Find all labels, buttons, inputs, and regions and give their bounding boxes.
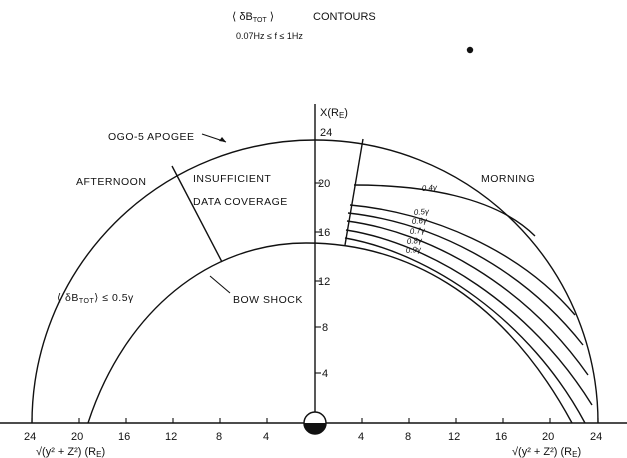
contour-label: 0.4γ [422, 183, 439, 193]
x-tick-label-right: 12 [448, 431, 460, 443]
x-tick-label-right: 24 [590, 431, 602, 443]
contour-label: 0.6γ [412, 216, 429, 226]
earth-symbol [303, 411, 327, 435]
y-tick-label: 8 [322, 322, 328, 334]
insufficient-coverage-label-line2: DATA COVERAGE [193, 196, 288, 208]
morning-coverage-boundary [344, 138, 364, 246]
header-delta-b-label: ⟨ δBTOT ⟩ [232, 11, 274, 24]
x-tick-label-left: 20 [71, 431, 83, 443]
contour-line-0.4 [353, 184, 536, 237]
x-tick-label-right: 4 [358, 431, 364, 443]
x-tick-label-right: 8 [405, 431, 411, 443]
apogee-pointer-head [219, 137, 226, 142]
x-tick-label-right: 20 [542, 431, 554, 443]
contour-line-0.6 [347, 212, 584, 346]
x-tick-label-left: 12 [165, 431, 177, 443]
y-axis-title: X(RE) [320, 107, 348, 120]
y-tick-label: 24 [320, 127, 332, 139]
bow-shock-label: BOW SHOCK [233, 294, 303, 306]
stray-dot-mark [466, 46, 474, 54]
morning-label: MORNING [481, 173, 535, 185]
y-tick-label: 20 [318, 178, 330, 190]
x-tick-label-left: 8 [216, 431, 222, 443]
bow-shock-pointer [209, 275, 231, 294]
insufficient-coverage-label: INSUFFICIENT [193, 173, 271, 185]
bow-shock-arc [87, 242, 573, 424]
y-tick-label: 12 [318, 276, 330, 288]
figure-header: ⟨ δBTOT ⟩ CONTOURS 0.07Hz ≤ f ≤ 1Hz [232, 11, 376, 41]
x-tick-label-left: 16 [118, 431, 130, 443]
x-axis-title-right: √(y² + Z²) (RE) [512, 446, 581, 458]
y-axis-ticks: 4 8 12 16 20 24 [315, 127, 332, 380]
contour-line-0.9 [344, 237, 586, 424]
apogee-label: OGO-5 APOGEE [108, 131, 195, 143]
header-contours-title: CONTOURS [313, 11, 376, 23]
x-axis-title-left: √(y² + Z²) (RE) [36, 446, 105, 458]
afternoon-coverage-boundary [171, 165, 223, 263]
earth-night-side [304, 423, 326, 434]
contour-labels: 0.4γ 0.5γ 0.6γ 0.7γ 0.8γ 0.9γ [406, 183, 439, 255]
contour-line-0.8 [345, 229, 593, 406]
x-tick-label-right: 16 [495, 431, 507, 443]
contour-line-0.5 [349, 204, 576, 316]
contour-label: 0.7γ [410, 226, 427, 236]
contour-line-0.7 [346, 220, 589, 376]
contour-label: 0.9γ [406, 245, 423, 255]
contour-label: 0.8γ [407, 236, 424, 246]
x-tick-label-left: 4 [263, 431, 269, 443]
y-tick-label: 16 [318, 227, 330, 239]
x-axis-ticks: 24 20 16 12 8 4 4 8 12 16 20 24 [24, 418, 602, 443]
header-frequency-range: 0.07Hz ≤ f ≤ 1Hz [236, 31, 303, 41]
morning-contours [344, 184, 593, 424]
y-tick-label: 4 [322, 368, 328, 380]
x-tick-label-left: 24 [24, 431, 36, 443]
afternoon-label: AFTERNOON [76, 176, 146, 188]
contour-label: 0.5γ [414, 207, 431, 217]
low-level-region-label: ⟨ δBTOT⟩ ≤ 0.5γ [57, 292, 134, 305]
